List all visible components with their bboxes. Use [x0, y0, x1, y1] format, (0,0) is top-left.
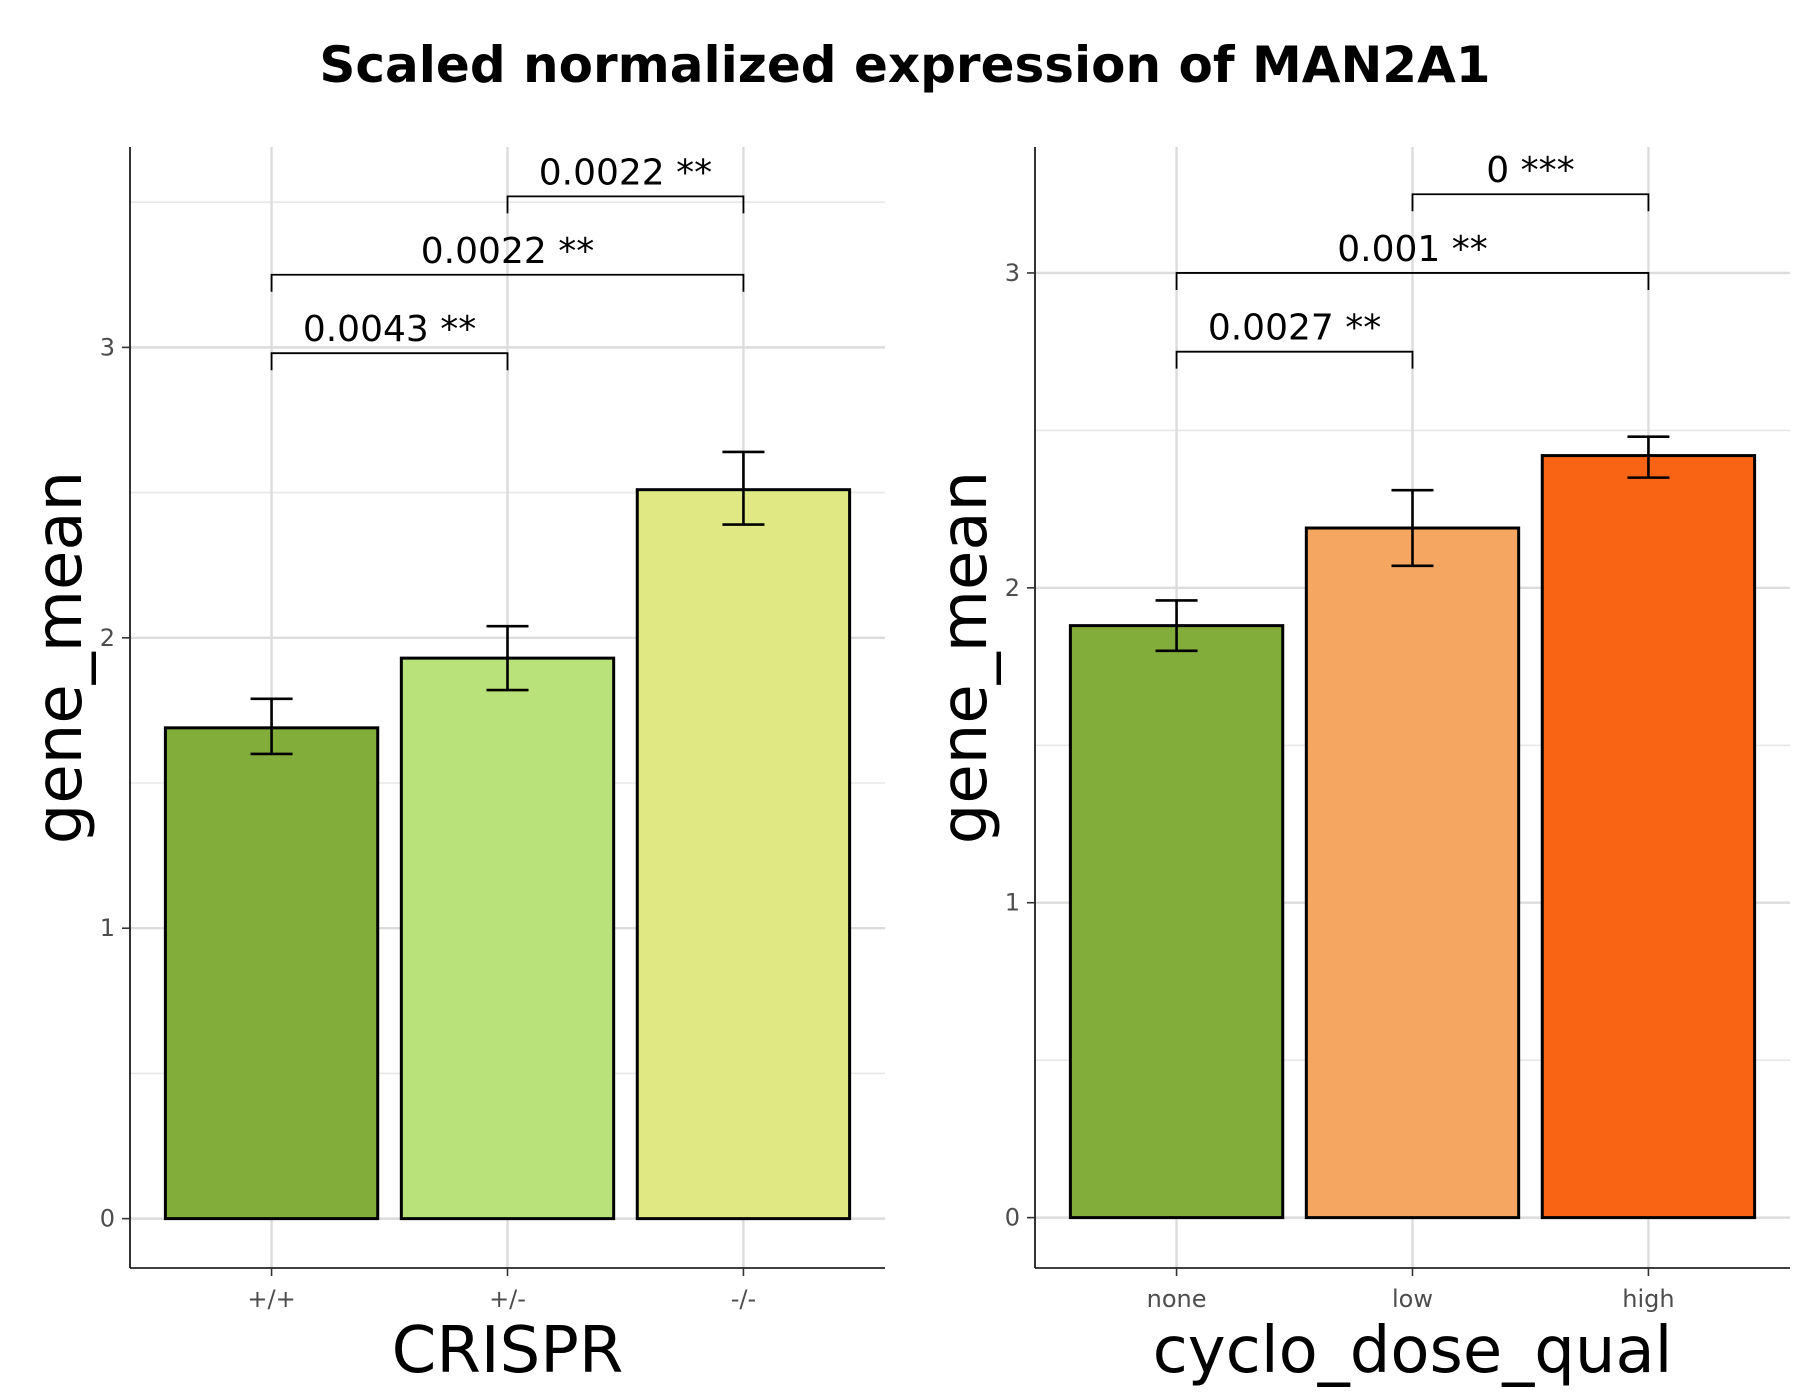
error-bar	[1391, 488, 1434, 568]
error-bar	[1627, 435, 1670, 479]
bar	[399, 656, 616, 1221]
y-tick-label: 0	[1005, 1204, 1020, 1232]
bar	[1068, 624, 1285, 1220]
x-tick-label: low	[1392, 1285, 1433, 1313]
error-bar	[722, 450, 765, 526]
x-axis-title: CRISPR	[392, 1314, 624, 1388]
y-tick-label: 3	[100, 333, 115, 361]
significance-label: 0.0022 **	[421, 231, 594, 272]
panel-cyclo-dose: 0.0027 ** 0.001 ** 0 *** 0 1 2 3 none low highcyc…	[928, 147, 1790, 1388]
significance-label: 0.001 **	[1337, 229, 1488, 270]
bar	[635, 488, 852, 1221]
significance-label: 0.0027 **	[1208, 308, 1381, 349]
error-bar	[486, 624, 529, 692]
significance-label: 0.0043 **	[303, 309, 476, 350]
x-tick-label: none	[1147, 1285, 1207, 1313]
panel-crispr: 0.0043 ** 0.0022 ** 0.0022 ** 0 1 2 3 +/+ +/- -/-…	[23, 147, 885, 1388]
bar	[1540, 454, 1757, 1220]
significance-label: 0.0022 **	[539, 152, 712, 193]
y-tick-label: 3	[1005, 259, 1020, 287]
y-tick-label: 1	[1005, 889, 1020, 917]
y-tick-label: 2	[1005, 574, 1020, 602]
significance-bracket	[506, 195, 745, 214]
bar	[1304, 526, 1521, 1220]
significance-bracket	[270, 352, 509, 371]
significance-bracket	[1411, 193, 1650, 212]
bar	[163, 726, 380, 1221]
x-tick-label: +/+	[247, 1285, 295, 1313]
y-axis-title: gene_mean	[928, 471, 1002, 844]
significance-label: 0 ***	[1486, 150, 1574, 191]
x-tick-label: high	[1622, 1285, 1674, 1313]
x-tick-label: +/-	[489, 1285, 526, 1313]
significance-bracket	[1175, 272, 1650, 290]
y-tick-label: 1	[100, 914, 115, 942]
error-bar	[1155, 599, 1198, 653]
x-tick-label: -/-	[731, 1285, 756, 1313]
y-tick-label: 2	[100, 624, 115, 652]
chart-title: Scaled normalized expression of MAN2A1	[319, 36, 1490, 94]
x-axis-title: cyclo_dose_qual	[1153, 1314, 1673, 1388]
y-axis-title: gene_mean	[23, 471, 97, 844]
significance-bracket	[270, 273, 745, 292]
error-bar	[250, 697, 293, 756]
significance-bracket	[1175, 350, 1414, 369]
y-tick-label: 0	[100, 1205, 115, 1233]
